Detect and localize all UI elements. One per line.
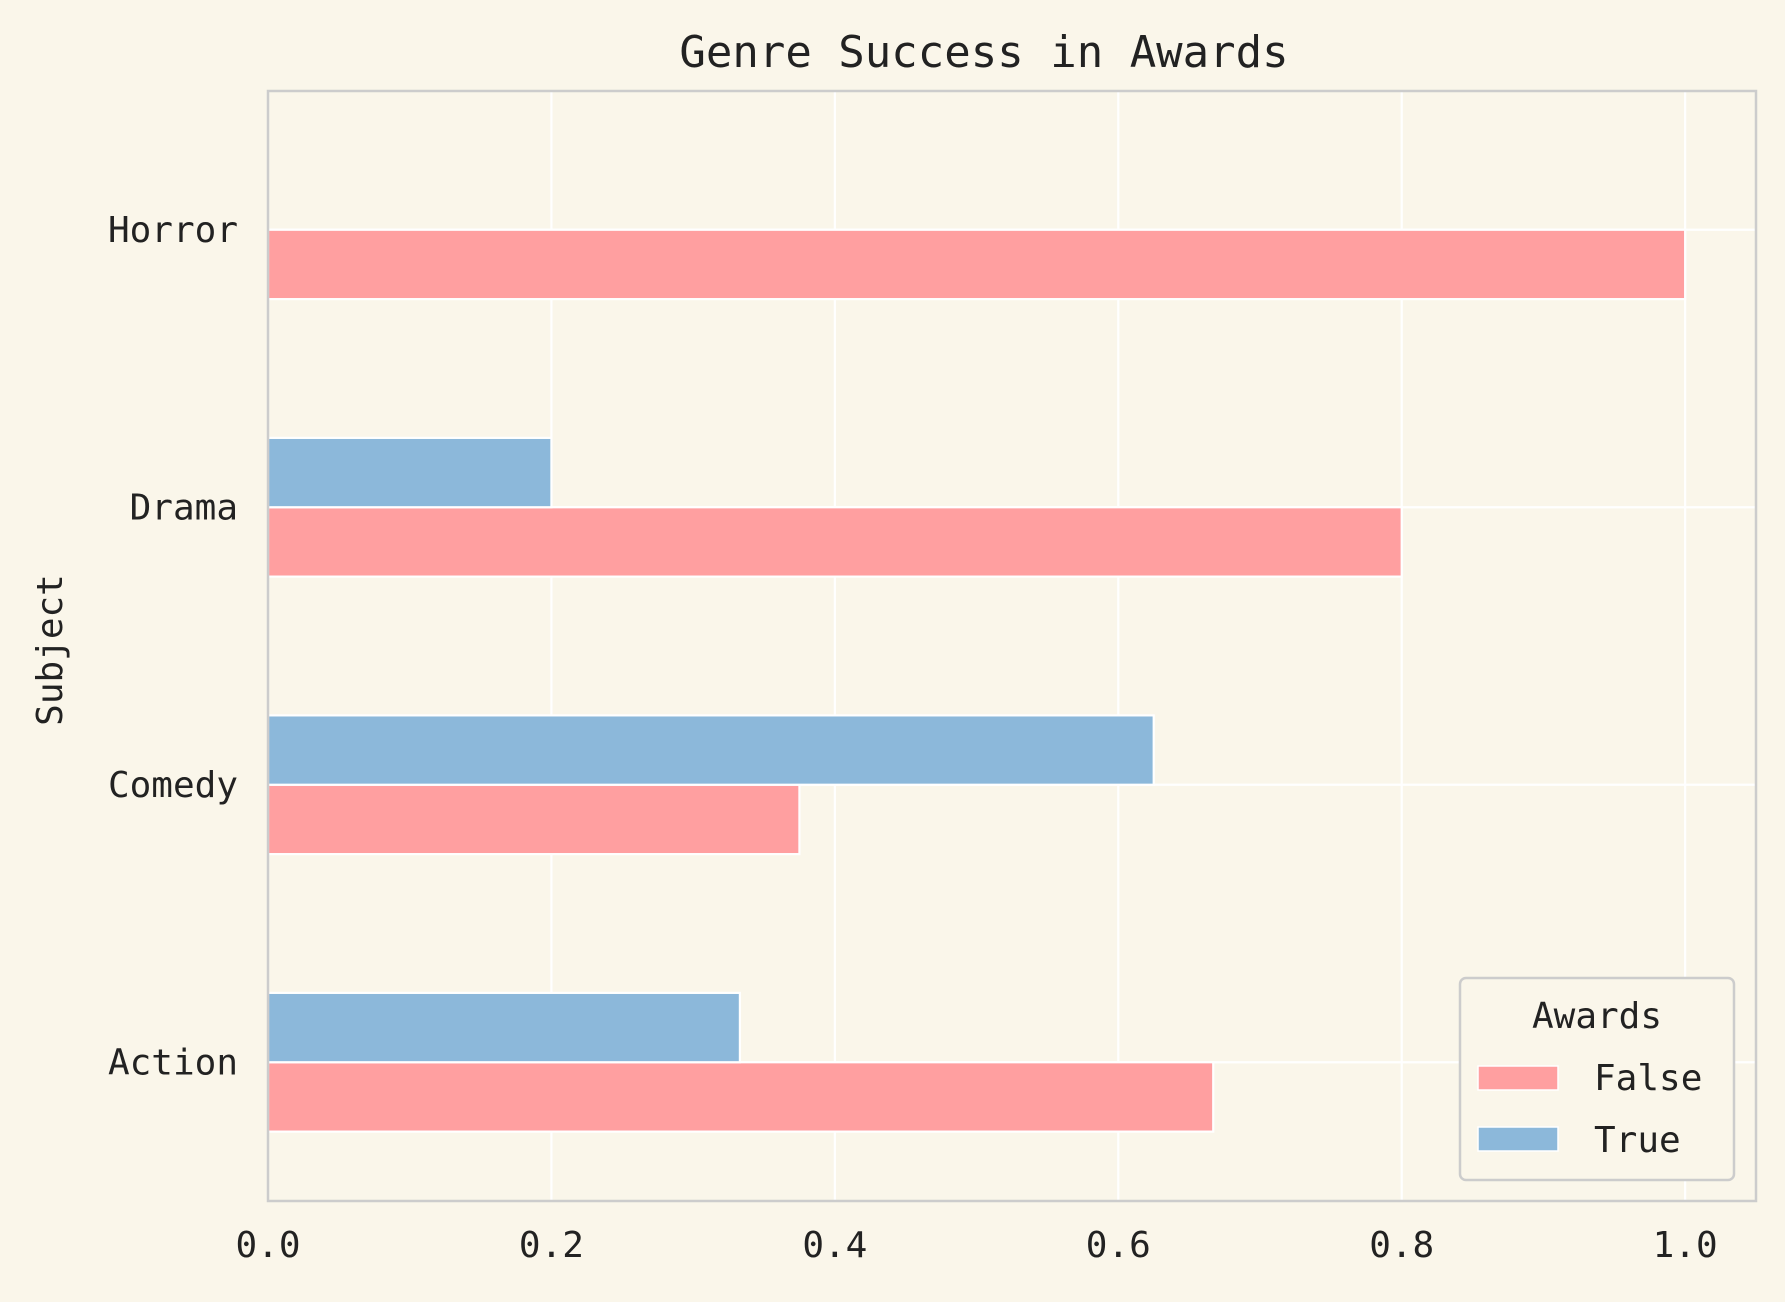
legend-title: Awards: [1532, 996, 1662, 1037]
x-tick-label: 0.2: [519, 1225, 584, 1266]
x-tick-label: 0.0: [235, 1225, 300, 1266]
plot-frame: [266, 89, 1758, 1203]
y-tick-label: Comedy: [108, 765, 238, 806]
bar-false-horror: [266, 228, 1687, 301]
legend: Awards False True: [1458, 976, 1736, 1182]
y-tick-labels: Action Comedy Drama Horror: [108, 210, 238, 1084]
x-tick-label: 0.6: [1086, 1225, 1151, 1266]
y-tick-label: Horror: [108, 210, 238, 251]
legend-swatch-false: [1477, 1065, 1559, 1091]
x-tick-label: 1.0: [1653, 1225, 1718, 1266]
chart-title: Genre Success in Awards: [679, 27, 1288, 78]
x-tick-label: 0.4: [802, 1225, 867, 1266]
x-tick-label: 0.8: [1369, 1225, 1434, 1266]
bar-true-action: [266, 991, 742, 1064]
y-tick-label: Action: [108, 1042, 238, 1083]
legend-label-false: False: [1594, 1058, 1702, 1099]
bar-false-comedy: [266, 783, 801, 856]
bar-false-action: [266, 1061, 1215, 1133]
bar-false-drama: [266, 506, 1403, 578]
bar-true-drama: [266, 436, 553, 509]
bars: [266, 228, 1687, 1133]
legend-swatch-true: [1477, 1126, 1559, 1152]
bar-true-comedy: [266, 714, 1155, 786]
legend-label-true: True: [1594, 1120, 1681, 1161]
y-axis-label: Subject: [30, 574, 71, 726]
x-tick-labels: 0.0 0.2 0.4 0.6 0.8 1.0: [235, 1225, 1717, 1266]
y-tick-label: Drama: [130, 487, 238, 528]
